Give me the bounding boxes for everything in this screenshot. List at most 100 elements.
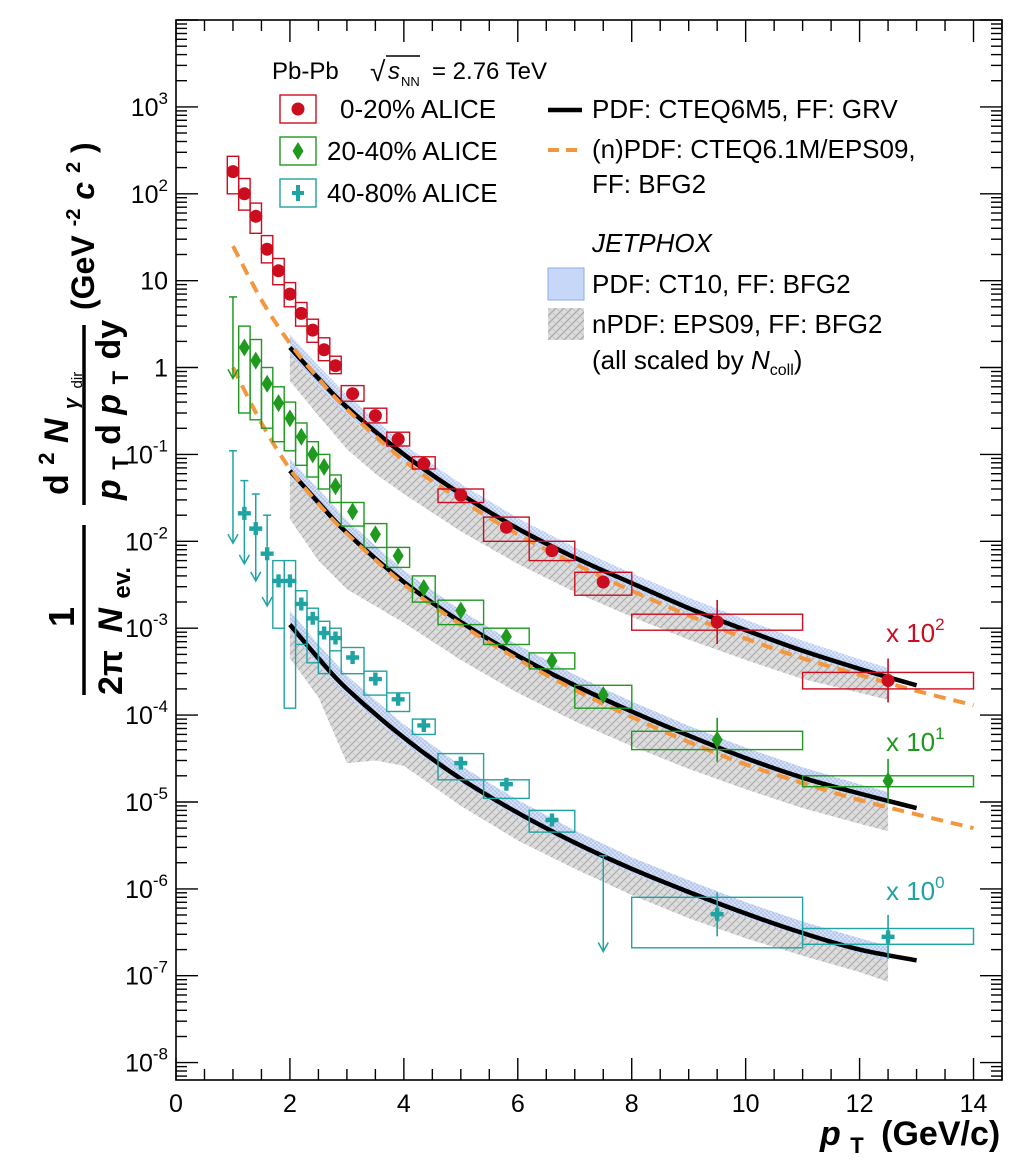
point-c2040-14 [455,601,467,620]
sys-box-c4080-16 [528,809,576,833]
legend-eps09-swatch [548,308,584,340]
y-axis-title-numerator: d 2 N γ dir [24,372,86,495]
point-c0020-5 [283,287,297,301]
point-c4080-10 [346,650,360,664]
header-s-sub: NN [401,74,420,89]
point-c0020-17 [596,575,610,589]
sys-box-c0020-12 [386,431,411,447]
legend-ct10-label: PDF: CT10, FF: BFG2 [592,269,851,299]
point-c2040-9 [330,477,342,496]
y-tick-exp: -3 [153,610,168,629]
point-c4080-8 [317,626,331,640]
legend-0020-box [279,94,317,124]
y-title-unit-gev: (GeV [65,235,101,310]
x-title-t: T [850,1133,864,1158]
y-title-nev-sub: ev. [109,567,136,599]
legend-2040-box [279,136,317,166]
y-tick-label-1: 10 [140,268,168,296]
y-title-unit-c: c [65,182,101,200]
point-c2040-6 [295,427,307,446]
point-c0020-12 [391,432,405,446]
y-tick-base: 10 [125,528,153,556]
y-tick-base: 10 [131,181,159,209]
point-c0020-13 [417,457,431,471]
y-tick-base: 10 [125,789,153,817]
point-c0020-14 [454,488,468,502]
legend-scaled-note: (all scaled by Ncoll) [592,345,802,379]
point-c2040-3 [261,374,273,393]
y-tick-base: 10 [140,268,168,296]
ul-arrow-c4080-4 [597,942,609,954]
point-c4080-6 [294,597,308,611]
sys-box-c4080-11 [363,670,388,696]
legend-jetphox-header: JETPHOX [591,228,714,258]
sys-box-c0020-0 [226,155,240,195]
theory-legend: PDF: CTEQ6M5, FF: GRV (n)PDF: CTEQ6.1M/E… [547,94,916,379]
ul-arrow-c4080-2 [250,571,262,583]
y-title-nev-n: N [92,607,130,633]
point-c2040-10 [347,502,359,521]
ul-arrow-c2040-0 [227,369,239,380]
point-c2040-8 [318,457,330,476]
sys-box-c0020-15 [482,516,530,542]
y-tick-label--6: 10-6 [125,871,168,904]
header-energy: = 2.76 TeV [432,58,547,85]
point-c0020-1 [237,187,251,201]
x-tick-label-2: 2 [283,1090,297,1118]
scale-label-4080-exp: 0 [935,873,944,892]
x-tick-label-4: 4 [397,1090,411,1118]
legend-0020-label: 0-20% ALICE [340,94,496,124]
y-tick-base: 10 [125,1050,153,1078]
theory-curve-eps-3 [231,245,974,708]
y-tick-label--5: 10-5 [125,784,168,817]
collision-header: Pb-Pb √ s NN = 2.76 TeV [272,55,547,89]
legend-scaled-n: N [751,345,770,375]
y-tick-base: 1 [154,355,168,383]
scale-label-4080: x 100 [886,873,945,906]
y-axis-title-part-1: 1 [41,607,82,627]
sys-box-c0020-10 [340,384,365,402]
y-tick-exp: -1 [153,436,168,455]
ul-arrow-c4080-3 [261,596,273,608]
scale-label-0020-base: x 10 [886,618,935,648]
theory-curve-eps-4 [231,366,974,831]
scale-label-2040-exp: 1 [935,724,944,743]
y-tick-base: 10 [125,702,153,730]
legend-2040-label: 20-40% ALICE [327,136,498,166]
y-tick-label--1: 10-1 [125,436,168,469]
x-title-unit: (GeV/c) [881,1115,1000,1153]
band-band_eps09-0 [289,337,889,700]
x-tick-label-10: 10 [732,1090,760,1118]
y-tick-exp: -7 [153,958,168,977]
y-tick-exp: -6 [153,871,168,890]
point-c4080-13 [417,718,431,732]
y-tick-label--4: 10-4 [125,697,168,730]
y-tick-label-0: 1 [154,355,168,383]
legend-0020-marker [291,102,305,116]
point-c0020-15 [499,520,513,534]
legend-eps-label-2: FF: BFG2 [592,169,706,199]
x-tick-label-12: 12 [846,1090,874,1118]
ul-arrow-c4080-1 [238,554,251,566]
sys-box-c2040-17 [574,684,633,709]
y-title-dpt-t: T [108,370,133,384]
y-title-gamma-sub: γ [61,396,83,409]
data-legend: 0-20% ALICE 20-40% ALICE 40-80% ALICE [279,94,498,208]
point-c4080-4 [272,574,286,588]
y-title-d2-sup: 2 [34,453,59,465]
y-title-one: 1 [41,607,82,627]
y-title-unit-exp: -2 [63,209,85,227]
y-tick-label-3: 103 [131,89,168,122]
ul-arrow-c4080-0 [227,533,239,545]
y-title-unit-c-exp: 2 [63,162,85,173]
x-axis-title: p T (GeV/c) [819,1115,1000,1161]
data-points [226,155,975,959]
legend-eps09-label: nPDF: EPS09, FF: BFG2 [592,309,882,339]
scale-label-2040-base: x 10 [886,727,935,757]
sys-box-c0020-17 [574,571,633,596]
y-tick-exp: -2 [153,523,168,542]
y-title-dpt-p: p [90,394,128,416]
y-tick-exp: -4 [153,697,168,716]
legend-cteq-label: PDF: CTEQ6M5, FF: GRV [592,94,898,124]
y-title-two-pi: 2π [92,650,130,695]
